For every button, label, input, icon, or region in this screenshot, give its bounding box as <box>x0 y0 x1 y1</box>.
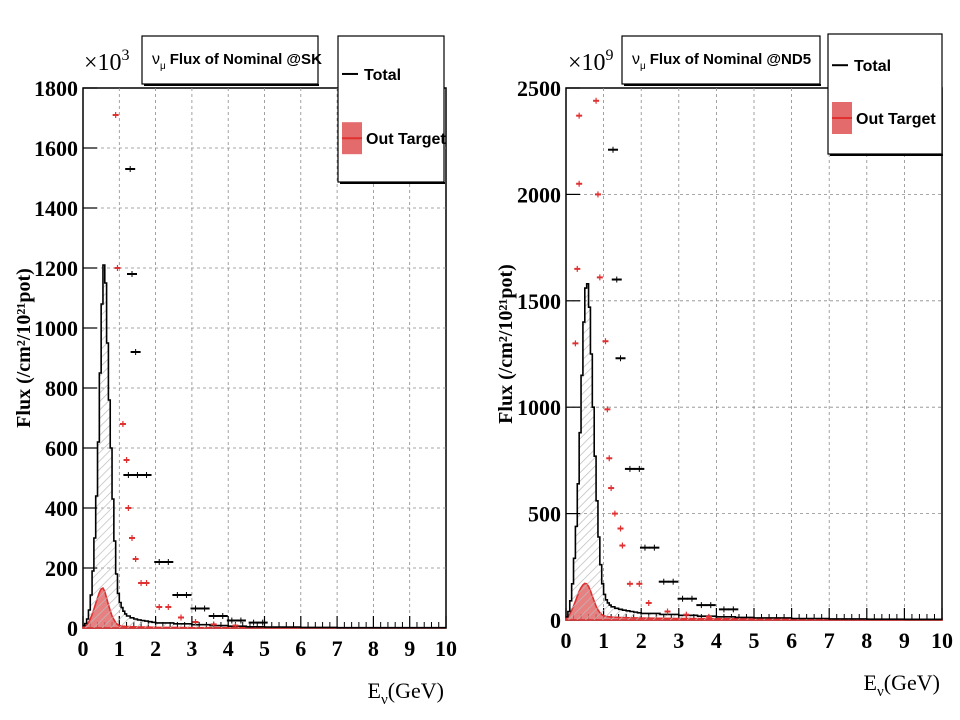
y-tick-label: 400 <box>45 496 78 521</box>
x-tick-label: 6 <box>295 636 306 661</box>
x-tick-label: 2 <box>636 628 647 653</box>
x-tick-label: 7 <box>332 636 343 661</box>
x-tick-label: 7 <box>824 628 835 653</box>
legend-total-label: Total <box>854 58 891 75</box>
chart-panel-1: 0 1 2 3 4 5 6 7 8 9 1005001000150020002500×109Flux… <box>495 33 953 700</box>
y-axis-multiplier: ×109 <box>568 47 614 76</box>
x-tick-label: 3 <box>186 636 197 661</box>
y-tick-label: 200 <box>45 556 78 581</box>
x-tick-label: 0 <box>78 636 89 661</box>
x-tick-label: 4 <box>223 636 234 661</box>
x-axis-label-unit: (GeV) <box>884 670 940 695</box>
legend-total-label: Total <box>364 67 401 84</box>
y-tick-label: 1600 <box>34 136 78 161</box>
chart-panel-0: 0 1 2 3 4 5 6 7 8 9 100200400600800100012001400160… <box>13 35 457 708</box>
y-tick-label: 0 <box>550 608 561 633</box>
y-axis-multiplier-exponent: 3 <box>122 47 130 64</box>
x-tick-label: 1 <box>114 636 125 661</box>
y-tick-label: 1000 <box>34 316 78 341</box>
y-tick-label: 2500 <box>517 76 561 101</box>
x-tick-label: 5 <box>749 628 760 653</box>
title-box <box>141 35 319 85</box>
legend-box <box>337 35 445 183</box>
x-tick-label: 2 <box>150 636 161 661</box>
x-axis-label-sub: ν <box>381 692 388 708</box>
x-tick-label: 5 <box>259 636 270 661</box>
title-box <box>621 35 821 85</box>
x-tick-label: 9 <box>404 636 415 661</box>
x-axis-label-main: E <box>864 670 877 695</box>
y-tick-label: 800 <box>45 376 78 401</box>
x-axis-label: Eν(GeV) <box>864 670 940 700</box>
title-sub: μ <box>640 61 646 72</box>
y-tick-label: 500 <box>528 502 561 527</box>
y-tick-label: 0 <box>67 616 78 641</box>
y-axis-multiplier-exponent: 9 <box>606 47 614 64</box>
y-axis-label: Flux (/cm²/10²¹pot) <box>13 268 35 428</box>
legend-out-target-label: Out Target <box>856 111 936 128</box>
x-tick-label: 3 <box>673 628 684 653</box>
chart-title: νμ Flux of Nominal @ND5 <box>632 51 811 72</box>
y-axis-multiplier: ×103 <box>84 47 130 76</box>
y-tick-label: 1500 <box>517 289 561 314</box>
title-text: Flux of Nominal @ND5 <box>650 51 811 68</box>
legend-out-target-label: Out Target <box>366 131 446 148</box>
x-tick-label: 8 <box>368 636 379 661</box>
x-axis-label: Eν(GeV) <box>368 678 444 708</box>
series-total-line <box>83 264 446 629</box>
y-axis-multiplier-base: ×10 <box>568 50 606 76</box>
chart-title: νμ Flux of Nominal @SK <box>152 51 322 72</box>
x-axis-label-sub: ν <box>877 684 884 700</box>
x-tick-label: 6 <box>786 628 797 653</box>
y-tick-label: 1200 <box>34 256 78 281</box>
x-tick-label: 1 <box>598 628 609 653</box>
y-tick-label: 1800 <box>34 76 78 101</box>
legend-box <box>827 33 943 155</box>
series-total-line <box>566 282 943 621</box>
x-tick-label: 4 <box>711 628 722 653</box>
x-tick-label: 0 <box>561 628 572 653</box>
title-text: Flux of Nominal @SK <box>170 51 322 68</box>
y-tick-label: 1400 <box>34 196 78 221</box>
x-axis-label-unit: (GeV) <box>388 678 444 703</box>
y-axis-multiplier-base: ×10 <box>84 50 122 76</box>
x-axis-label-main: E <box>368 678 381 703</box>
title-sub: μ <box>160 61 166 72</box>
x-tick-label: 8 <box>861 628 872 653</box>
y-tick-label: 1000 <box>517 395 561 420</box>
x-tick-label: 10 <box>931 628 953 653</box>
x-tick-label: 10 <box>435 636 457 661</box>
y-tick-label: 2000 <box>517 182 561 207</box>
y-axis-label: Flux (/cm²/10²¹pot) <box>495 264 517 424</box>
x-tick-label: 9 <box>899 628 910 653</box>
title-greek: ν <box>152 51 160 68</box>
y-tick-label: 600 <box>45 436 78 461</box>
title-greek: ν <box>632 51 640 68</box>
